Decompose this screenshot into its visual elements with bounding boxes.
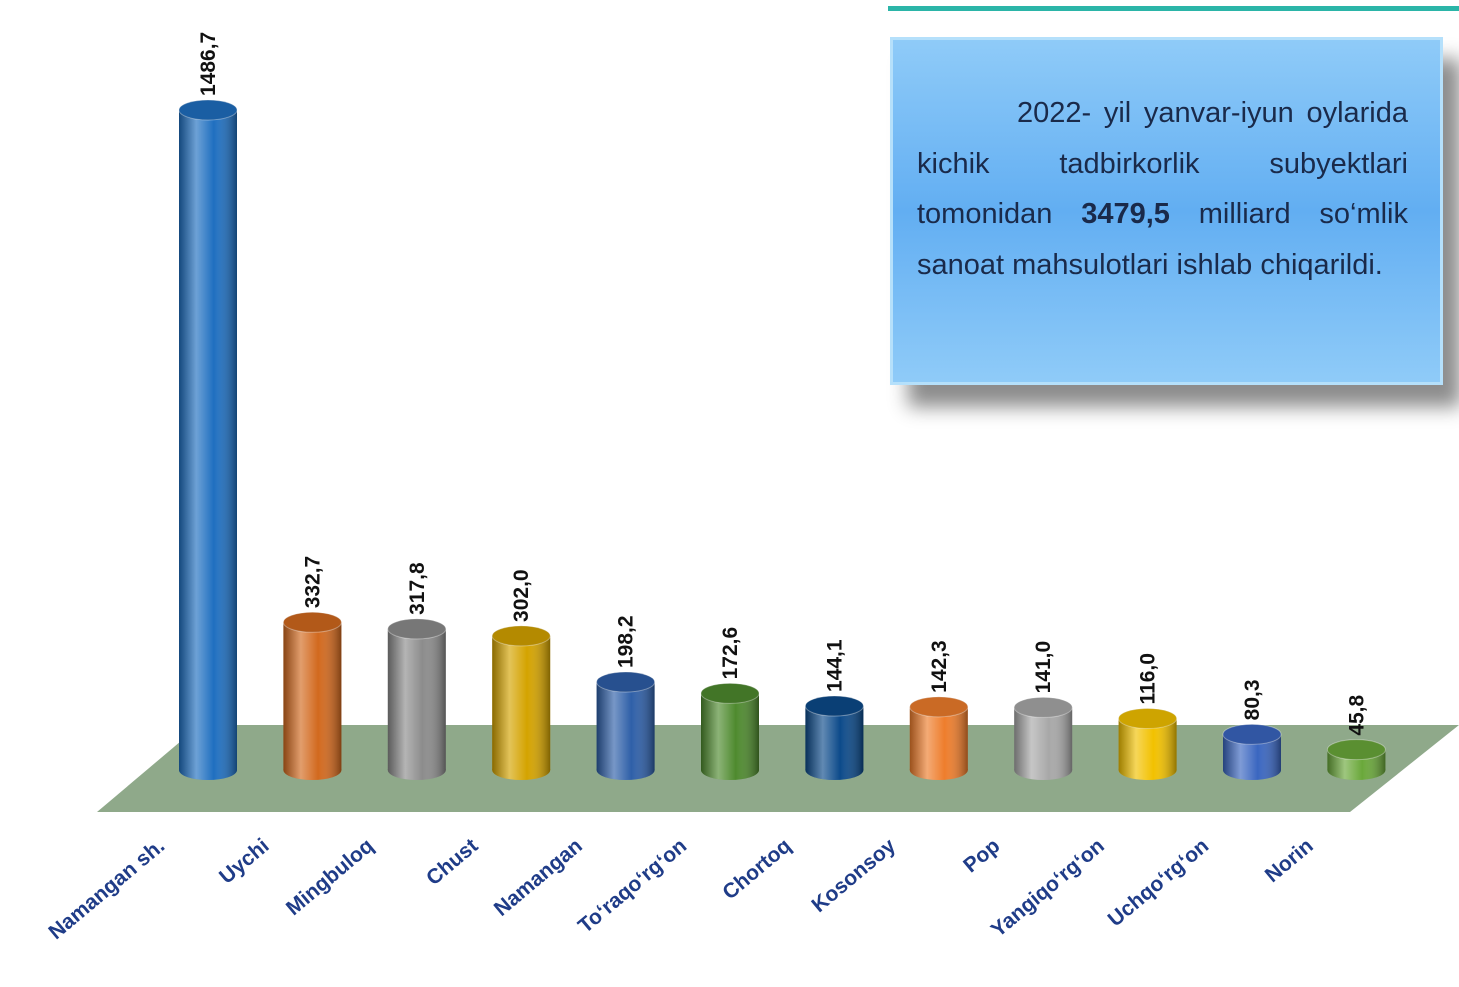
bar-top-shade (283, 612, 342, 633)
category-label: Chortoq (718, 834, 795, 904)
bar-top-shade (1223, 724, 1281, 745)
bar-top (596, 671, 656, 693)
bar-top-shade (387, 618, 446, 639)
value-label: 198,2 (615, 615, 638, 668)
bar-shade (492, 635, 551, 770)
value-label: 141,0 (1032, 641, 1055, 694)
info-text: 2022- yil yanvar-iyun oylarida kichik ta… (917, 88, 1408, 290)
bar-top (1013, 696, 1073, 718)
bar-shade (909, 706, 968, 770)
bar-top (1326, 739, 1386, 761)
bar-top (1118, 708, 1178, 730)
bar-top (804, 695, 864, 717)
category-label: Mingbuloq (282, 834, 378, 920)
bar-top-shade (1327, 739, 1386, 760)
category-label: Uchqo‘rg‘on (1104, 834, 1214, 931)
bar-top (700, 682, 760, 704)
category-label: Kosonsoy (807, 834, 900, 917)
category-label: Uychi (215, 834, 274, 888)
value-label: 45,8 (1345, 694, 1368, 735)
bar-top-shade (909, 696, 968, 717)
bar-shade (1014, 707, 1073, 770)
category-label: Pop (959, 834, 1004, 877)
bar-top (282, 611, 342, 633)
bar-shade (805, 706, 864, 770)
value-label: 172,6 (719, 627, 742, 680)
value-label: 332,7 (301, 556, 324, 609)
bar-shade (283, 622, 342, 770)
bar-top-shade (1118, 708, 1177, 729)
category-label: Norin (1261, 834, 1318, 887)
category-label: Namangan sh. (44, 834, 169, 944)
bar-shade (179, 110, 237, 770)
info-box: 2022- yil yanvar-iyun oylarida kichik ta… (890, 37, 1443, 385)
info-text-a: 2022- yil yanvar-iyun oylarida kichik ta… (917, 97, 1408, 230)
bar-top-shade (596, 672, 655, 693)
category-label: Namangan (490, 834, 587, 921)
category-label: Chust (422, 834, 482, 890)
bar-top (491, 625, 551, 647)
bar-top (909, 696, 969, 718)
value-label: 116,0 (1137, 653, 1160, 704)
value-label: 1486,7 (197, 32, 220, 96)
category-label: To‘raqo‘rg‘on (574, 834, 691, 938)
bar-top-shade (492, 625, 551, 646)
value-label: 317,8 (406, 562, 429, 615)
bar-top (1222, 723, 1282, 745)
bar-top-shade (1014, 697, 1073, 718)
value-label: 80,3 (1241, 679, 1264, 720)
bar-shade (596, 682, 655, 770)
bar-top (178, 99, 238, 121)
info-number: 3479,5 (1081, 198, 1170, 230)
bar-top-shade (701, 683, 759, 704)
bar-top-shade (179, 100, 237, 120)
bar-top (387, 618, 447, 640)
accent-line (888, 6, 1459, 11)
category-label: Yangiqo‘rg‘on (987, 834, 1109, 942)
info-text-b: milliard so‘mlik sanoat mahsulotlari ish… (917, 198, 1408, 281)
value-label: 142,3 (928, 640, 951, 693)
bar-top-shade (805, 696, 864, 717)
bar-shade (387, 628, 446, 770)
value-label: 302,0 (510, 569, 533, 622)
bar-shade (701, 693, 759, 770)
value-label: 144,1 (823, 639, 846, 692)
